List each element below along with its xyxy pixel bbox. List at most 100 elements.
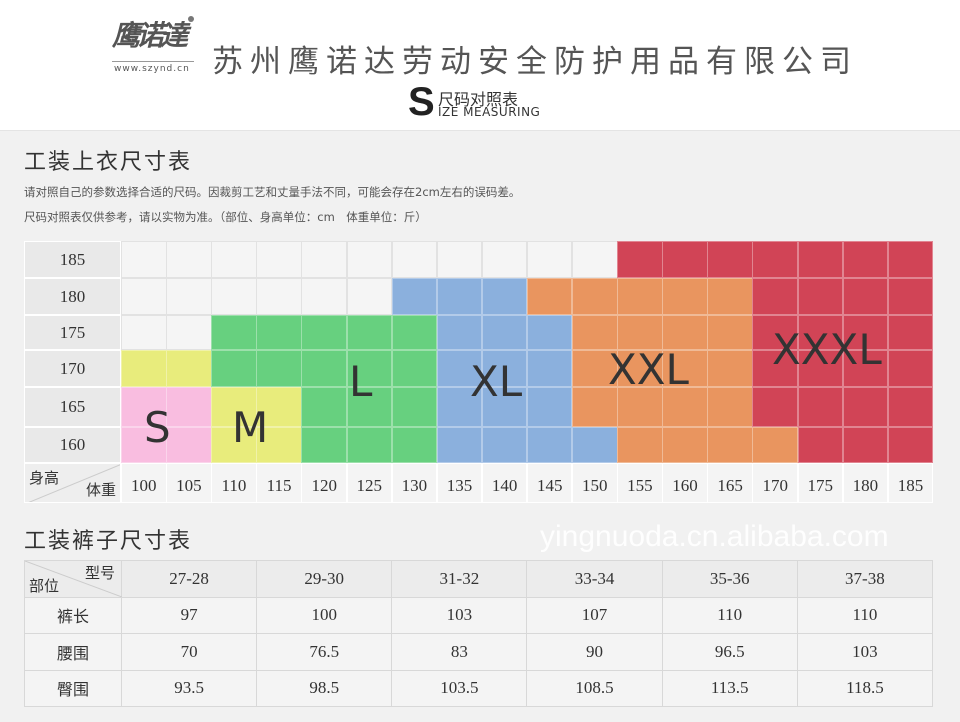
weight-label: 105 xyxy=(166,463,212,503)
pants-row-label: 裤长 xyxy=(24,596,122,634)
height-label: 165 xyxy=(24,387,121,427)
pants-value-cell: 76.5 xyxy=(256,633,393,671)
size-cell-xxxl xyxy=(707,241,753,278)
weight-label: 150 xyxy=(572,463,618,503)
size-cell-xl xyxy=(526,427,573,463)
height-label: 170 xyxy=(24,350,121,387)
empty-cell xyxy=(572,241,618,278)
size-cell-l xyxy=(346,387,393,427)
empty-cell xyxy=(121,241,167,278)
logo-dot xyxy=(188,16,194,22)
size-cell-xxl xyxy=(662,315,708,350)
size-cell-xxxl xyxy=(842,350,889,387)
pants-value-cell: 90 xyxy=(526,633,663,671)
size-cell-xl xyxy=(481,387,528,427)
size-cell-l xyxy=(301,315,347,350)
size-cell-xl xyxy=(526,387,573,427)
grid-corner-cell: 身高 体重 xyxy=(24,463,121,503)
empty-cell xyxy=(121,278,167,315)
size-cell-xxxl xyxy=(752,278,798,315)
size-cell-m xyxy=(211,387,257,427)
empty-cell xyxy=(391,241,438,278)
size-label-l: L xyxy=(349,357,373,406)
size-cell-s xyxy=(166,387,212,427)
pants-size-table: 型号 部位 27-28 29-30 31-32 33-34 35-36 37-38 裤长 9… xyxy=(24,560,934,707)
size-cell-xxl xyxy=(617,278,663,315)
size-cell-xxxl xyxy=(887,387,934,427)
pants-corner-top: 型号 xyxy=(84,566,115,582)
shirt-title: 工装上衣尺寸表 xyxy=(24,150,193,175)
size-cell-l xyxy=(391,427,438,463)
size-cell-xxxl xyxy=(752,350,798,387)
size-cell-m xyxy=(121,350,167,387)
size-cell-xl xyxy=(436,350,483,387)
empty-cell xyxy=(256,241,302,278)
size-cell-l xyxy=(256,315,302,350)
size-cell-l xyxy=(391,350,438,387)
company-logo: 鹰诺達 www.szynd.cn xyxy=(108,14,198,84)
shirt-note-1: 请对照自己的参数选择合适的尺码。因裁剪工艺和丈量手法不同，可能会存在2cm左右的… xyxy=(24,185,521,199)
corner-height-label: 身高 xyxy=(29,469,60,487)
size-cell-xxxl xyxy=(797,241,844,278)
size-cell-xxxl xyxy=(752,387,798,427)
empty-cell xyxy=(166,278,212,315)
size-cell-xxxl xyxy=(842,387,889,427)
pants-value-cell: 83 xyxy=(391,633,528,671)
size-cell-xxxl xyxy=(887,427,934,463)
size-cell-xxl xyxy=(617,315,663,350)
shirt-note-2: 尺码对照表仅供参考，请以实物为准。（部位、身高单位：cm 体重单位：斤） xyxy=(24,210,427,224)
size-cell-xl xyxy=(391,278,438,315)
pants-value-cell: 98.5 xyxy=(256,669,393,707)
size-cell-xxl xyxy=(572,315,618,350)
pants-value-cell: 110 xyxy=(796,596,934,634)
size-cell-xxxl xyxy=(842,315,889,350)
size-cell-xxxl xyxy=(752,241,798,278)
weight-label: 115 xyxy=(256,463,302,503)
size-cell-xl xyxy=(526,315,573,350)
empty-cell xyxy=(211,241,257,278)
size-cell-xxl xyxy=(662,427,708,463)
height-label: 160 xyxy=(24,427,121,463)
size-cell-xxxl xyxy=(662,241,708,278)
size-cell-l xyxy=(301,427,347,463)
pants-row: 裤长 97 100 103 107 110 110 xyxy=(24,596,934,634)
size-cell-l xyxy=(346,315,393,350)
logo-mark: 鹰诺達 xyxy=(112,19,188,52)
height-label: 185 xyxy=(24,241,121,278)
size-cell-l xyxy=(391,387,438,427)
pants-size-header: 31-32 xyxy=(391,560,528,598)
size-cell-l xyxy=(346,427,393,463)
size-cell-l xyxy=(346,350,393,387)
pants-title: 工装裤子尺寸表 xyxy=(24,529,193,554)
watermark: yingnuoda.cn.alibaba.com xyxy=(540,520,889,553)
empty-cell xyxy=(211,278,257,315)
size-cell-xxxl xyxy=(797,427,844,463)
size-cell-xxl xyxy=(707,350,753,387)
pants-value-cell: 118.5 xyxy=(796,669,934,707)
pants-corner-cell: 型号 部位 xyxy=(24,560,122,598)
pants-row-label: 臀围 xyxy=(24,669,122,707)
pants-size-header: 37-38 xyxy=(796,560,934,598)
size-cell-xxxl xyxy=(797,350,844,387)
weight-label: 185 xyxy=(887,463,934,503)
size-cell-xxl xyxy=(662,350,708,387)
size-cell-s xyxy=(121,387,167,427)
size-cell-l xyxy=(211,350,257,387)
pants-value-cell: 108.5 xyxy=(526,669,663,707)
size-cell-xl xyxy=(481,350,528,387)
size-cell-xl xyxy=(572,427,618,463)
weight-label: 125 xyxy=(346,463,393,503)
size-cell-xxl xyxy=(707,427,753,463)
size-cell-xxl xyxy=(572,350,618,387)
empty-cell xyxy=(481,241,528,278)
weight-label: 135 xyxy=(436,463,483,503)
size-cell-xxxl xyxy=(887,350,934,387)
height-label: 180 xyxy=(24,278,121,315)
weight-label: 170 xyxy=(752,463,798,503)
size-cell-xxxl xyxy=(617,241,663,278)
size-cell-xl xyxy=(436,278,483,315)
weight-label: 120 xyxy=(301,463,347,503)
size-cell-xl xyxy=(436,427,483,463)
size-cell-xxxl xyxy=(842,241,889,278)
size-cell-xl xyxy=(436,387,483,427)
